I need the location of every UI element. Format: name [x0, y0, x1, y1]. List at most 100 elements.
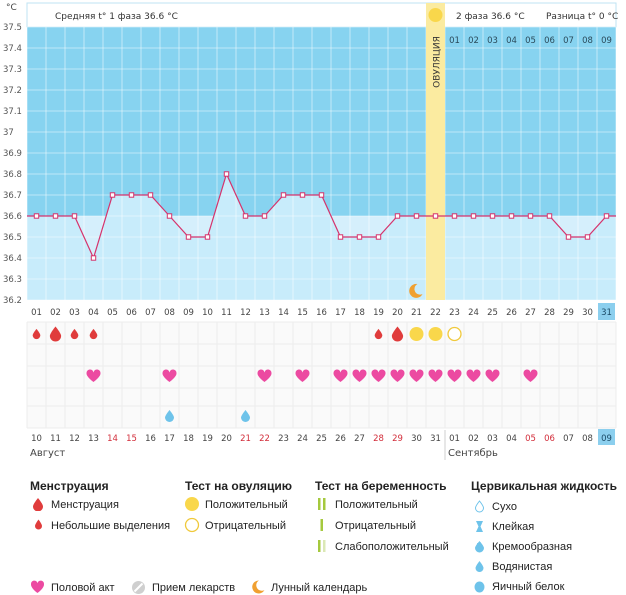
legend-watery-label: Водянистая — [492, 561, 553, 573]
high-temperature-zone — [27, 27, 616, 216]
date-label: 22 — [259, 434, 270, 444]
temperature-point — [242, 213, 249, 219]
legend-egg-white-label: Яичный белок — [492, 581, 565, 593]
temperature-point — [128, 192, 135, 198]
sticky-icon — [476, 521, 483, 532]
date-label: 11 — [50, 434, 61, 444]
legend-cervical-fluid-title: Цервикальная жидкость — [471, 479, 618, 493]
date-label: 12 — [69, 434, 80, 444]
temperature-point — [470, 213, 477, 219]
dry-drop-icon — [474, 500, 485, 513]
positive-ovulation-sun-icon — [185, 497, 199, 511]
legend-small-discharge-label: Небольшие выделения — [51, 520, 171, 532]
y-tick-label: 36.9 — [3, 149, 22, 159]
legend-menstruation-label: Менструация — [51, 499, 119, 511]
ovulation-test-positive-icon — [428, 327, 443, 341]
phase2-cycle-day-label: 04 — [506, 36, 517, 46]
y-tick-label: 36.4 — [3, 254, 22, 264]
menstruation-drop-icon — [33, 498, 43, 511]
cycle-day-label: 27 — [525, 308, 536, 318]
cycle-day-label: 18 — [354, 308, 365, 318]
cycle-day-label: 30 — [582, 308, 593, 318]
date-label: 18 — [183, 434, 194, 444]
legend-ovulation-test-title: Тест на овуляцию — [185, 479, 292, 493]
month-label-september: Сентябрь — [448, 448, 498, 459]
menstruation-drop-icon — [374, 328, 383, 340]
date-label: 05 — [525, 434, 536, 444]
temperature-point — [90, 255, 97, 261]
cycle-day-label: 25 — [487, 308, 498, 318]
date-label: 01 — [449, 434, 460, 444]
cycle-day-label: 24 — [468, 308, 479, 318]
cycle-day-label: 29 — [563, 308, 574, 318]
date-label: 28 — [373, 434, 384, 444]
cycle-day-label: 16 — [316, 308, 327, 318]
temperature-point — [565, 234, 572, 240]
legend-intercourse-label: Половой акт — [51, 582, 115, 594]
y-tick-label: 36.8 — [3, 170, 22, 180]
legend-menstruation-title: Менструация — [30, 479, 109, 493]
date-label: 25 — [316, 434, 327, 444]
temperature-point — [432, 213, 439, 219]
cycle-day-label: 14 — [278, 308, 289, 318]
temperature-point — [413, 213, 420, 219]
date-label: 06 — [544, 434, 555, 444]
y-tick-label: 36.3 — [3, 275, 22, 285]
temperature-point — [356, 234, 363, 240]
date-label: 10 — [31, 434, 42, 444]
temperature-point — [603, 213, 610, 219]
temperature-point — [584, 234, 591, 240]
y-axis-unit-label: °C — [6, 3, 17, 13]
y-tick-label: 36.5 — [3, 233, 22, 243]
temperature-point — [280, 192, 287, 198]
date-label: 15 — [126, 434, 137, 444]
y-tick-label: 37.2 — [3, 86, 22, 96]
cycle-day-label: 11 — [221, 308, 232, 318]
intercourse-heart-icon — [523, 369, 538, 382]
temperature-point — [223, 171, 230, 177]
cycle-day-label: 09 — [183, 308, 194, 318]
phase2-cycle-day-label: 01 — [449, 36, 460, 46]
date-label: 08 — [582, 434, 593, 444]
temperature-point — [52, 213, 59, 219]
temperature-point — [546, 213, 553, 219]
temperature-point — [204, 234, 211, 240]
intercourse-heart-icon — [485, 369, 500, 382]
date-label: 26 — [335, 434, 346, 444]
legend-medication-label: Прием лекарств — [152, 582, 236, 594]
cycle-day-label: 17 — [335, 308, 346, 318]
creamy-fluid-icon — [165, 410, 174, 422]
legend-dry-label: Сухо — [492, 501, 517, 513]
menstruation-drop-icon — [89, 328, 98, 340]
intercourse-heart-icon — [30, 580, 45, 593]
legend-ovulation-negative-label: Отрицательный — [205, 520, 286, 532]
date-label: 27 — [354, 434, 365, 444]
ovulation-label: ОВУЛЯЦИЯ — [433, 36, 443, 88]
cycle-day-label: 08 — [164, 308, 175, 318]
temperature-difference-label: Разница t° 0 °C — [546, 12, 618, 22]
phase2-cycle-day-label: 03 — [487, 36, 498, 46]
y-tick-label: 37.5 — [3, 23, 22, 33]
pregnancy-weak-icon — [318, 540, 326, 552]
medication-pill-icon — [132, 581, 145, 594]
date-label: 13 — [88, 434, 99, 444]
menstruation-drop-icon — [70, 328, 79, 340]
date-label: 23 — [278, 434, 289, 444]
cycle-day-label: 15 — [297, 308, 308, 318]
cycle-day-label: 07 — [145, 308, 156, 318]
temperature-point — [166, 213, 173, 219]
legend-pregnancy-negative-label: Отрицательный — [335, 520, 416, 532]
date-label: 04 — [506, 434, 517, 444]
highlight-date-cell — [598, 429, 615, 445]
creamy-drop-icon — [475, 541, 484, 553]
cycle-day-label: 19 — [373, 308, 384, 318]
ovulation-column — [426, 3, 445, 300]
cycle-day-label: 04 — [88, 308, 99, 318]
pregnancy-positive-icon — [318, 498, 326, 510]
temperature-point — [185, 234, 192, 240]
temperature-point — [527, 213, 534, 219]
cycle-day-label: 12 — [240, 308, 251, 318]
date-label: 07 — [563, 434, 574, 444]
month-label-august: Август — [30, 448, 65, 459]
